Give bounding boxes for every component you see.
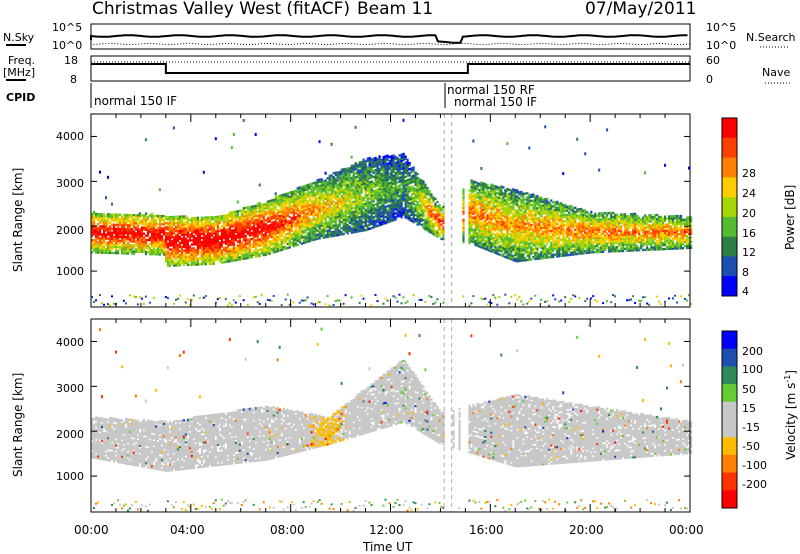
time-tick-3: 12:00 <box>369 523 404 537</box>
freq-label: Freq. <box>8 54 36 67</box>
power-colorbar-segment-8 <box>722 276 737 297</box>
nsearch-label: N.Search <box>746 31 796 44</box>
power-colorbar-frame <box>721 117 738 297</box>
velocity-ytick-1000: 1000 <box>56 470 84 483</box>
freq-unit: [MHz] <box>3 66 36 79</box>
power-cbar-tick-24: 24 <box>742 187 756 200</box>
time-tick-4: 16:00 <box>469 523 504 537</box>
time-tick-5: 20:00 <box>569 523 604 537</box>
power-cbar-tick-28: 28 <box>742 167 756 180</box>
nave-tick-low: 0 <box>706 73 713 86</box>
nsky-trace <box>90 34 688 44</box>
velocity-cbar-tick-m15: -15 <box>742 421 760 434</box>
nsky-label: N.Sky <box>3 31 35 44</box>
time-tick-0: 00:00 <box>74 523 109 537</box>
freq-trace <box>91 63 690 74</box>
power-colorbar-segment-2 <box>722 157 737 178</box>
velocity-colorbar-segment-1 <box>722 348 737 367</box>
time-tick-6: 00:00 <box>669 523 704 537</box>
velocity-cbar-tick-200: 200 <box>742 345 763 358</box>
cpid-label: CPID <box>6 91 36 104</box>
velocity-colorbar-segment-9 <box>722 490 737 509</box>
nsearch-trace <box>90 42 691 46</box>
cpid-segment-3: normal 150 IF <box>454 95 538 109</box>
velocity-ytick-4000: 4000 <box>56 336 84 349</box>
power-colorbar-segment-5 <box>722 216 737 238</box>
velocity-cbar-tick-15: 15 <box>742 402 756 415</box>
date-title: 07/May/2011 <box>585 0 697 19</box>
velocity-colorbar-segment-2 <box>722 366 737 385</box>
velocity-cbar-tick-50: 50 <box>742 383 756 396</box>
power-colorbar-segment-0 <box>722 118 737 139</box>
cpid-segment-1: normal 150 IF <box>94 94 178 108</box>
power-colorbar-segment-6 <box>722 236 737 257</box>
velocity-ytick-2000: 2000 <box>56 428 84 441</box>
power-cbar-tick-16: 16 <box>742 227 756 240</box>
station-title: Christmas Valley West (fitACF) <box>92 0 351 19</box>
power-ytick-4000: 4000 <box>56 130 84 143</box>
power-heatmap <box>91 118 693 307</box>
nave-tick-high: 60 <box>706 54 720 67</box>
cpid-segment-2: normal 150 RF <box>447 83 535 97</box>
nave-label: Nave <box>762 66 791 79</box>
power-colorbar-segment-4 <box>722 197 737 218</box>
velocity-cbar-tick-m100: -100 <box>742 459 767 472</box>
velocity-colorbar-segment-8 <box>722 472 737 491</box>
velocity-colorbar-segment-5 <box>722 419 737 438</box>
nsearch-tick-high: 10^5 <box>706 21 737 34</box>
nsearch-tick-low: 10^0 <box>706 39 737 52</box>
nsky-tick-low: 10^0 <box>52 39 83 52</box>
power-cbar-tick-12: 12 <box>742 246 756 259</box>
freq-tick-high: 18 <box>64 54 78 67</box>
velocity-cbar-tick-m200: -200 <box>742 478 767 491</box>
velocity-heatmap <box>91 323 693 512</box>
beam-title: Beam 11 <box>357 0 434 19</box>
velocity-cbar-tick-m50: -50 <box>742 440 760 453</box>
velocity-colorbar-segment-7 <box>722 454 737 474</box>
power-ytick-2000: 2000 <box>56 224 84 237</box>
nsky-tick-high: 10^5 <box>52 21 83 34</box>
power-cbar-tick-4: 4 <box>742 285 749 298</box>
time-tick-2: 08:00 <box>270 523 305 537</box>
velocity-cbar-tick-100: 100 <box>742 363 763 376</box>
power-ytick-3000: 3000 <box>56 177 84 190</box>
time-axis-label: Time UT <box>363 540 413 554</box>
power-colorbar-segment-7 <box>722 256 737 277</box>
power-cbar-tick-8: 8 <box>742 266 749 279</box>
velocity-colorbar-frame <box>721 330 738 509</box>
freq-tick-low: 8 <box>70 73 77 86</box>
power-ytick-1000: 1000 <box>56 265 84 278</box>
freq-panel <box>90 55 691 82</box>
velocity-colorbar-segment-6 <box>722 437 737 456</box>
velocity-colorbar-segment-3 <box>722 384 737 403</box>
power-colorbar-segment-1 <box>722 137 737 159</box>
power-cbar-tick-20: 20 <box>742 207 756 220</box>
time-tick-1: 04:00 <box>170 523 205 537</box>
velocity-ytick-3000: 3000 <box>56 382 84 395</box>
velocity-colorbar-segment-0 <box>722 331 737 350</box>
velocity-colorbar-segment-4 <box>722 401 737 420</box>
power-colorbar-segment-3 <box>722 177 737 198</box>
